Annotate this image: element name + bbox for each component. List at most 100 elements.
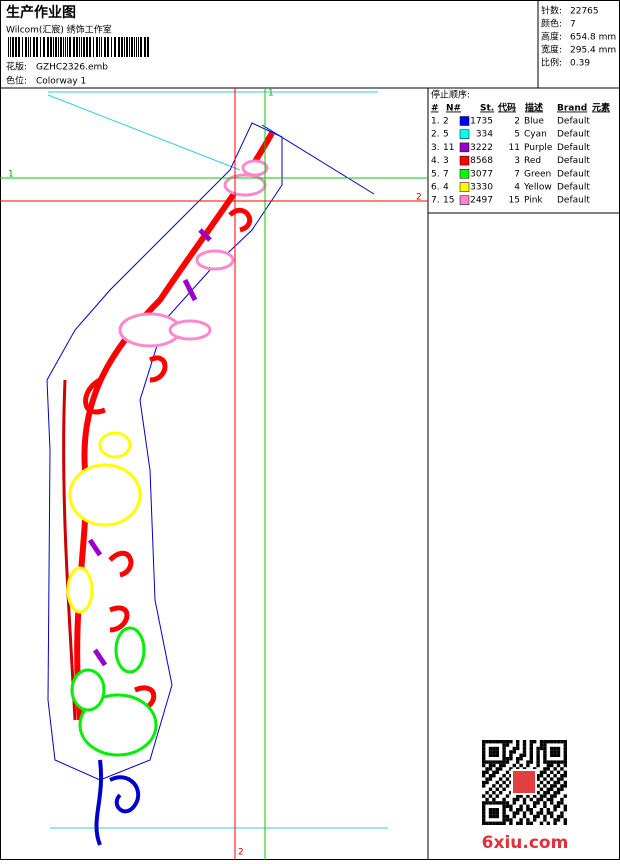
qr-cell <box>553 750 557 754</box>
qr-cell <box>536 763 540 768</box>
qr-cell <box>533 814 537 819</box>
qr-cell <box>492 760 496 764</box>
bar <box>96 37 98 57</box>
qr-cell <box>499 760 503 764</box>
brand: Default <box>557 156 590 166</box>
qr-cell <box>482 750 486 754</box>
stitches: 3330 <box>470 183 493 193</box>
qr-cell <box>536 797 540 802</box>
bar <box>101 37 102 57</box>
guide-label: 2 <box>238 848 244 858</box>
qr-cell <box>492 791 496 795</box>
qr-cell <box>543 750 547 754</box>
qr-cell <box>482 780 486 785</box>
bar <box>47 37 49 57</box>
qr-cell <box>546 808 550 812</box>
qr-cell <box>556 753 561 757</box>
qr-cell <box>522 753 527 757</box>
needle: 11 <box>443 143 454 153</box>
qr-cell <box>539 780 544 785</box>
qr-cell <box>482 770 486 774</box>
qr-cell <box>502 787 506 791</box>
qr-cell <box>543 743 547 747</box>
bar <box>36 37 38 57</box>
qr-cell <box>543 814 547 819</box>
qr-cell <box>505 777 510 781</box>
qr-cell <box>550 750 554 754</box>
bar <box>30 37 31 57</box>
qr-cell <box>563 818 567 822</box>
qr-cell <box>539 797 544 802</box>
qr-cell <box>536 753 540 757</box>
qr-cell <box>482 740 486 744</box>
qr-cell <box>550 797 554 802</box>
qr-cell <box>529 797 533 802</box>
qr-code <box>482 740 567 825</box>
description: Yellow <box>523 183 552 193</box>
qr-cell <box>536 774 540 778</box>
color-swatch <box>459 195 470 205</box>
bar <box>81 37 82 57</box>
qr-cell <box>563 780 567 785</box>
qr-cell <box>546 763 550 768</box>
qr-cell <box>512 801 516 805</box>
blue-spiral <box>94 759 141 846</box>
column-header: 元素 <box>592 102 610 114</box>
qr-cell <box>543 794 547 798</box>
qr-cell <box>550 801 554 805</box>
qr-cell <box>556 801 561 805</box>
qr-cell <box>526 794 530 798</box>
info-label: 颜色: <box>541 18 562 30</box>
qr-cell <box>550 784 554 788</box>
qr-cell <box>546 780 550 785</box>
column-header: N# <box>446 104 461 114</box>
qr-cell <box>533 804 537 808</box>
color-swatch <box>459 169 470 179</box>
qr-cell <box>522 746 527 751</box>
qr-cell <box>563 784 567 788</box>
code: 7 <box>514 169 520 179</box>
qr-cell <box>553 740 557 744</box>
stitches: 334 <box>476 130 493 140</box>
qr-cell <box>526 808 530 812</box>
outline <box>46 122 283 781</box>
stop-title: 停止顺序: <box>431 89 470 101</box>
bar <box>79 37 80 57</box>
qr-logo <box>511 769 537 795</box>
colorway: Colorway 1 <box>36 77 86 87</box>
qr-cell <box>502 804 506 808</box>
qr-cell <box>512 811 516 815</box>
qr-cell <box>556 770 561 774</box>
qr-cell <box>550 777 554 781</box>
qr-cell <box>556 760 561 764</box>
qr-cell <box>553 794 557 798</box>
qr-cell <box>516 757 520 761</box>
qr-cell <box>495 801 499 805</box>
bar <box>89 37 91 57</box>
qr-cell <box>543 770 547 774</box>
qr-cell <box>556 750 561 754</box>
bar <box>131 37 133 57</box>
qr-cell <box>550 753 554 757</box>
qr-cell <box>495 770 499 774</box>
brand: Default <box>557 169 590 179</box>
qr-cell <box>512 797 516 802</box>
qr-cell <box>529 811 533 815</box>
color-swatch <box>459 116 470 126</box>
qr-cell <box>509 821 513 825</box>
qr-cell <box>543 818 547 822</box>
bar <box>86 37 88 57</box>
qr-cell <box>485 770 489 774</box>
bar <box>65 37 66 57</box>
needle: 15 <box>443 196 454 206</box>
info-value: 7 <box>570 20 576 30</box>
qr-cell <box>556 740 561 744</box>
code: 2 <box>514 117 520 127</box>
qr-cell <box>512 763 516 768</box>
bar <box>33 37 35 57</box>
qr-cell <box>502 808 506 812</box>
row-index: 2. <box>431 130 440 140</box>
qr-cell <box>563 808 567 812</box>
brand: Default <box>557 117 590 127</box>
qr-cell <box>495 746 499 751</box>
